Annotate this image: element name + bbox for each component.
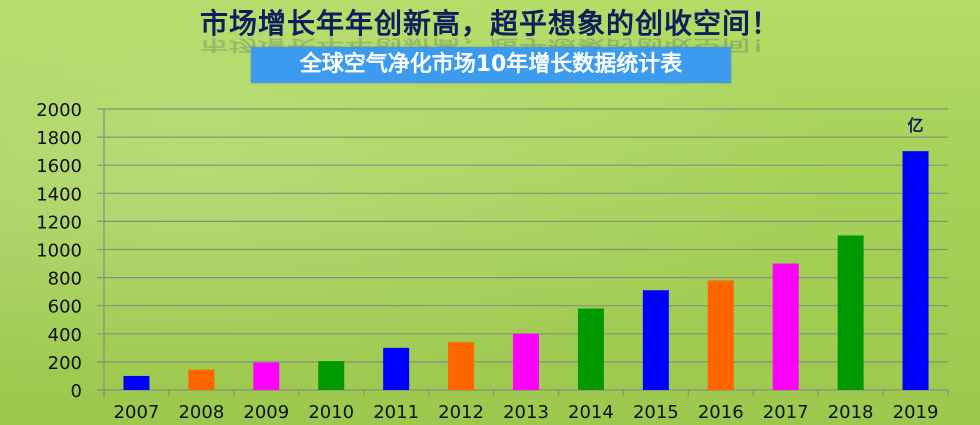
y-tick-label: 1400 [36,184,82,205]
bar-2007 [123,375,150,390]
x-tick-label: 2011 [373,402,419,423]
x-tick-label: 2016 [698,402,744,423]
bar-2014 [577,308,604,390]
y-tick-label: 200 [48,353,82,374]
bar-2017 [772,263,799,390]
x-tick-label: 2019 [893,402,939,423]
y-tick-label: 2000 [36,100,82,121]
x-tick-label: 2008 [178,402,224,423]
x-tick-label: 2009 [243,402,289,423]
y-tick-label: 0 [71,381,82,402]
x-tick-label: 2015 [633,402,679,423]
unit-label: 亿 [908,116,924,135]
x-tick-label: 2018 [828,402,874,423]
bar-2019 [902,151,929,390]
y-tick-label: 1600 [36,156,82,177]
x-tick-label: 2010 [308,402,354,423]
bar-2010 [318,361,345,390]
bar-2013 [513,333,539,390]
bar-2012 [448,342,475,390]
x-tick-label: 2007 [114,402,160,423]
y-tick-label: 1200 [36,212,82,233]
bar-2011 [383,347,410,390]
chart-title: 全球空气净化市场10年增长数据统计表 [251,47,731,83]
bar-2018 [837,235,864,390]
x-tick-label: 2013 [503,402,549,423]
y-tick-label: 800 [48,269,82,290]
bar-2015 [642,290,669,390]
y-tick-label: 600 [48,297,82,318]
x-tick-label: 2012 [438,402,484,423]
headline: 市场增长年年创新高，超乎想象的创收空间！ [199,7,780,40]
y-tick-label: 1000 [36,241,82,262]
bar-2008 [188,369,215,390]
y-tick-label: 400 [48,325,82,346]
x-tick-label: 2017 [763,402,809,423]
x-tick-label: 2014 [568,402,614,423]
bar-2009 [253,362,280,390]
y-tick-label: 1800 [36,128,82,149]
bar-2016 [707,280,734,390]
